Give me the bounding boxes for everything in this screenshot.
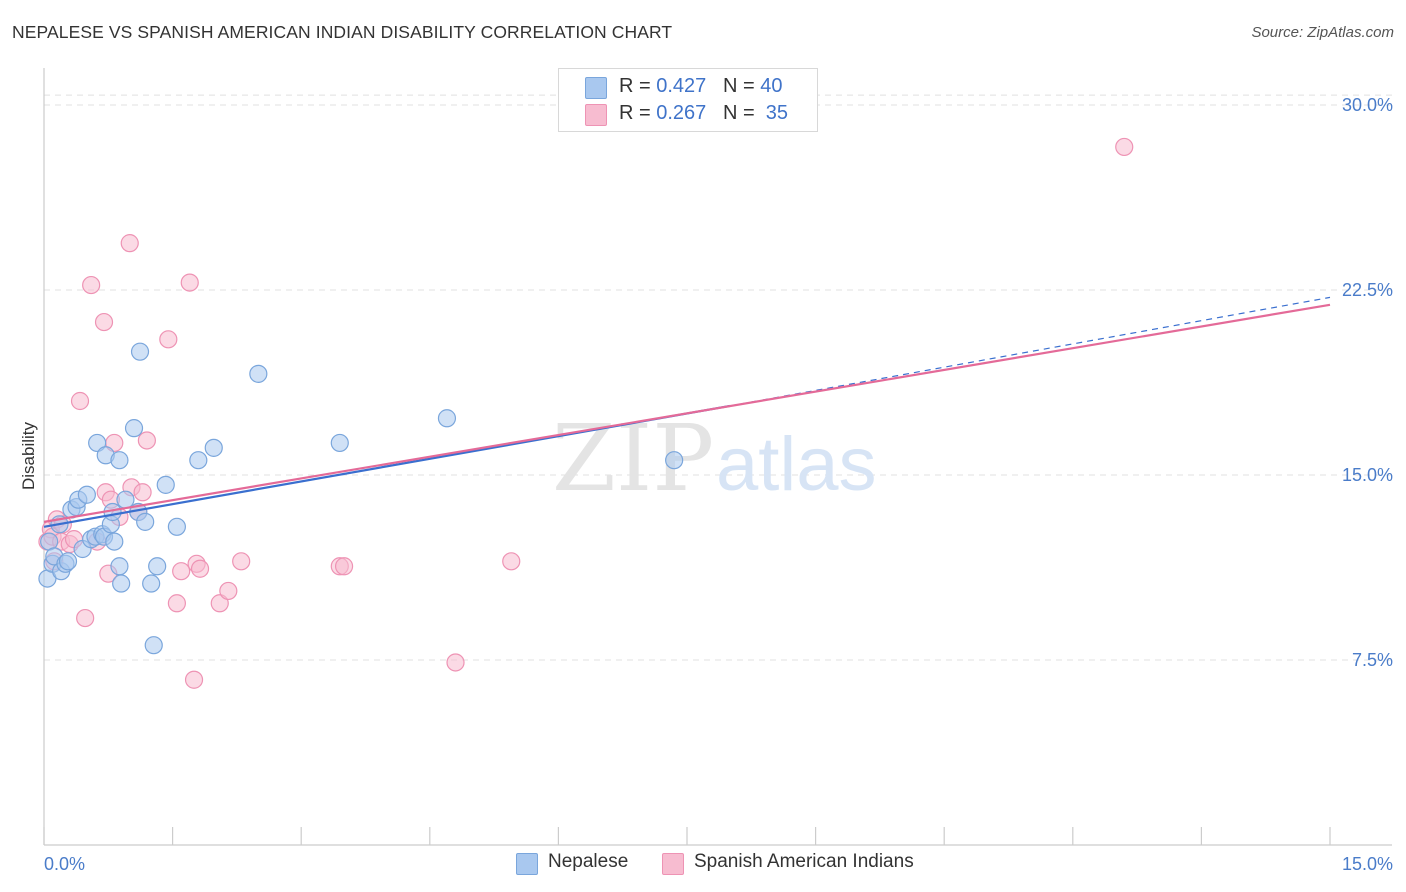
nepalese-point [110,557,129,576]
legend-r-label: R = [619,102,657,124]
nepalese-point [130,342,150,361]
legend-swatch-pink [585,104,607,126]
nepalese-trend-extension [729,296,1331,407]
correlation-legend: R = 0.427 N = 40 R = 0.267 N = 35 [558,68,818,132]
nepalese-point [88,433,107,453]
axes [43,68,1392,846]
spanish-american-indian-point [210,594,229,613]
x-tick-label: 0.0% [44,854,85,874]
spanish-american-indian-point [219,581,238,601]
legend-n-label: N = [722,75,761,97]
spanish-american-indian-point [120,234,139,253]
nepalese-point [156,475,175,494]
nepalese-point [105,532,124,551]
bottom-legend-swatch-pink [662,853,684,875]
nepalese-point [148,557,167,576]
spanish-american-indian-point [180,273,199,292]
trend-lines [43,296,1331,528]
nepalese-point [330,433,349,453]
spanish-american-indian-point [133,483,152,502]
spanish-american-indian-point [167,594,186,613]
legend-r-label: R = [619,75,657,97]
nepalese-point [204,438,223,457]
nepalese-point [144,636,163,655]
y-tick-labels: 7.5% 15.0% 22.5% 30.0% [1342,95,1393,670]
nepalese-point [189,451,208,470]
y-tick-label: 15.0% [1342,465,1393,485]
spanish-american-indian-trend-line [43,303,1331,523]
nepalese-point [249,364,268,383]
spanish-american-indian-point [190,559,210,578]
spanish-american-indian-point [334,557,354,576]
nepalese-point [58,552,78,571]
watermark: ZIP atlas [552,405,877,512]
bottom-legend-swatch-blue [516,853,538,875]
spanish-american-indian-point [184,670,204,689]
grid-lines [44,94,1392,661]
legend-n-value: 35 [765,102,789,124]
y-tick-label: 22.5% [1342,280,1393,300]
nepalese-point [112,574,131,593]
nepalese-point [110,451,129,470]
legend-n-label: N = [722,102,761,124]
nepalese-point [124,419,144,438]
spanish-american-indian-point [82,275,101,295]
spanish-american-indian-point [232,552,251,571]
legend-swatch-blue [585,77,607,99]
spanish-american-indian-point [94,312,114,332]
spanish-american-indian-point [137,431,156,450]
x-tick-labels: 0.0% 15.0% [44,854,1393,874]
bottom-legend-label: Spanish American Indians [694,851,914,872]
bottom-legend-label: Nepalese [548,851,629,872]
spanish-american-indian-point [159,330,178,349]
y-tick-label: 30.0% [1342,95,1393,115]
watermark-atlas: atlas [716,422,877,507]
spanish-american-indian-point [1115,137,1134,157]
nepalese-point [77,485,96,504]
nepalese-point [136,512,155,531]
source-label: Source: ZipAtlas.com [1251,24,1394,41]
nepalese-point [116,490,135,509]
nepalese-point [437,409,457,428]
spanish-american-indian-point [172,562,191,581]
legend-n-value: 40 [760,75,783,97]
legend-r-value: 0.427 [656,75,707,97]
y-tick-label: 7.5% [1352,650,1393,670]
nepalese-point [142,574,161,593]
spanish-american-indian-point [446,653,465,672]
spanish-american-indian-point [502,552,521,571]
nepalese-point [665,451,684,470]
spanish-american-indian-point [70,391,90,411]
x-tick-label: 15.0% [1342,854,1393,874]
chart-title: NEPALESE VS SPANISH AMERICAN INDIAN DISA… [12,22,673,42]
legend-r-value: 0.267 [656,102,707,124]
y-axis-label: Disability [19,421,38,490]
spanish-american-indian-point [76,608,95,628]
watermark-zip: ZIP [552,405,714,512]
data-points [38,137,1134,689]
nepalese-point [167,517,186,536]
